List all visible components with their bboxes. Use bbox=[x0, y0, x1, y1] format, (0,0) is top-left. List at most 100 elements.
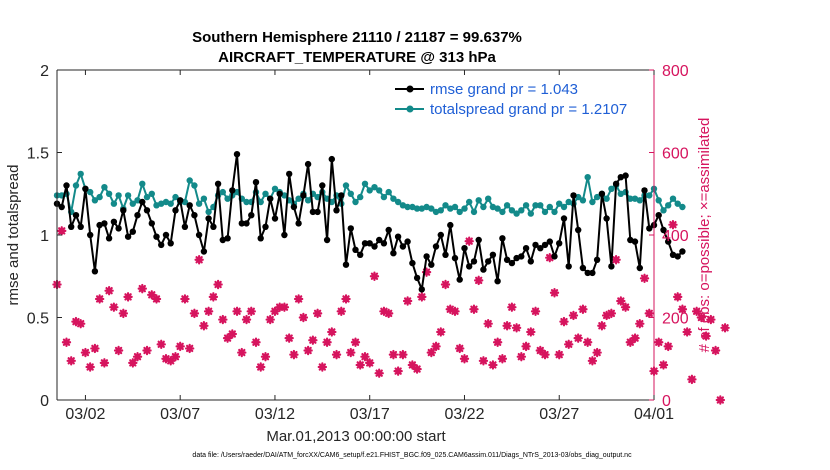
rmse-point bbox=[120, 207, 127, 214]
obs-point bbox=[218, 314, 228, 325]
obs-point bbox=[284, 333, 294, 343]
spread-point bbox=[461, 205, 468, 212]
obs-point bbox=[241, 314, 252, 325]
obs-point bbox=[374, 368, 384, 378]
rmse-point bbox=[177, 197, 184, 204]
rmse-series bbox=[53, 151, 686, 293]
spread-point bbox=[262, 190, 269, 197]
rmse-point bbox=[551, 253, 558, 260]
spread-point bbox=[129, 200, 136, 207]
obs-point bbox=[407, 360, 418, 370]
x-tick-label: 03/22 bbox=[444, 406, 484, 423]
obs-point bbox=[85, 362, 95, 372]
obs-point bbox=[75, 318, 86, 329]
rmse-point bbox=[333, 207, 340, 214]
obs-point bbox=[331, 349, 342, 360]
spread-point bbox=[546, 203, 553, 211]
obs-point bbox=[308, 335, 318, 345]
obs-point bbox=[388, 349, 399, 360]
rmse-point bbox=[167, 240, 174, 247]
rmse-point bbox=[328, 155, 335, 163]
spread-point bbox=[480, 203, 487, 211]
obs-point bbox=[564, 339, 574, 350]
rmse-point bbox=[68, 223, 75, 230]
rmse-point bbox=[82, 185, 89, 192]
rmse-point bbox=[546, 238, 553, 245]
rmse-point bbox=[409, 259, 416, 267]
rmse-point bbox=[210, 223, 217, 230]
spread-point bbox=[224, 195, 231, 202]
rmse-point bbox=[589, 269, 596, 277]
rmse-point bbox=[428, 261, 435, 268]
spread-point bbox=[295, 195, 302, 202]
obs-point bbox=[369, 271, 380, 281]
obs-point bbox=[478, 356, 489, 366]
spread-point bbox=[124, 192, 132, 199]
rmse-point bbox=[518, 253, 525, 260]
rmse-point bbox=[319, 182, 326, 189]
rmse-point bbox=[470, 258, 478, 265]
obs-point bbox=[94, 294, 105, 304]
obs-point bbox=[559, 316, 569, 327]
x-tick-label: 03/02 bbox=[65, 406, 105, 423]
rmse-point bbox=[91, 268, 99, 275]
rmse-point bbox=[631, 238, 639, 245]
spread-point bbox=[271, 185, 279, 192]
spread-point bbox=[390, 195, 397, 202]
rmse-point bbox=[162, 231, 170, 239]
x-tick-label: 03/17 bbox=[350, 406, 390, 423]
obs-point bbox=[701, 331, 711, 341]
legend: rmse grand pr = 1.043 totalspread grand … bbox=[392, 77, 650, 121]
obs-point bbox=[720, 323, 730, 333]
obs-point bbox=[147, 290, 157, 300]
rmse-point bbox=[570, 192, 577, 199]
rmse-point bbox=[442, 251, 449, 258]
rmse-point bbox=[423, 253, 430, 260]
spread-point bbox=[101, 184, 108, 191]
spread-point bbox=[475, 197, 482, 204]
obs-point bbox=[71, 316, 81, 327]
rmse-point bbox=[480, 266, 487, 273]
obs-point bbox=[516, 351, 527, 362]
spread-point bbox=[394, 198, 402, 206]
rmse-point bbox=[537, 245, 544, 252]
spread-point bbox=[627, 195, 634, 202]
obs-point bbox=[421, 267, 432, 277]
rmse-point bbox=[489, 251, 497, 258]
obs-point bbox=[151, 294, 162, 304]
spread-point bbox=[665, 202, 672, 209]
obs-point bbox=[90, 343, 100, 354]
obs-point bbox=[691, 306, 702, 317]
rmse-point bbox=[63, 182, 70, 189]
rmse-point bbox=[556, 240, 563, 247]
rmse-point bbox=[124, 233, 132, 240]
obs-point bbox=[436, 327, 446, 337]
spread-point bbox=[679, 203, 686, 211]
obs-point bbox=[473, 275, 484, 286]
obs-point bbox=[706, 314, 716, 325]
spread-point bbox=[522, 202, 530, 209]
rmse-point bbox=[466, 263, 473, 270]
rmse-point bbox=[612, 180, 620, 187]
obs-point bbox=[118, 308, 129, 319]
rmse-point bbox=[262, 223, 269, 230]
rmse-point bbox=[191, 212, 198, 219]
rmse-point bbox=[527, 258, 534, 265]
obs-point bbox=[322, 337, 332, 347]
obs-point bbox=[455, 343, 465, 354]
chart-subtitle: AIRCRAFT_TEMPERATURE @ 313 hPa bbox=[218, 49, 496, 66]
spread-point bbox=[608, 185, 615, 192]
rmse-point bbox=[655, 212, 662, 219]
obs-point bbox=[184, 343, 195, 354]
obs-point bbox=[672, 292, 683, 302]
obs-point bbox=[398, 349, 408, 360]
y2-tick-label: 800 bbox=[662, 63, 689, 80]
spread-point bbox=[200, 195, 208, 202]
rmse-point bbox=[257, 235, 264, 242]
obs-point bbox=[568, 310, 579, 321]
rmse-point bbox=[342, 261, 350, 268]
obs-point bbox=[360, 351, 370, 362]
spread-point bbox=[584, 174, 591, 181]
spread-point bbox=[139, 180, 146, 187]
rmse-point bbox=[172, 207, 179, 214]
